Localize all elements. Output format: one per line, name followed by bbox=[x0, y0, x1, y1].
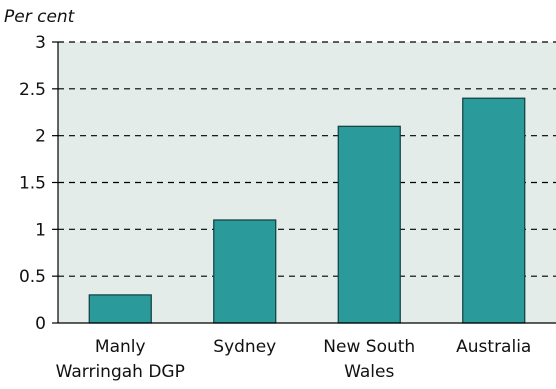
bar bbox=[88, 294, 152, 324]
y-tick-label: 0.5 bbox=[19, 267, 46, 287]
y-tick-label: 2.5 bbox=[19, 80, 46, 100]
bar bbox=[213, 219, 277, 324]
bars bbox=[88, 97, 526, 324]
x-tick-label: Manly bbox=[95, 337, 146, 357]
y-tick-label: 0 bbox=[35, 314, 46, 334]
bar bbox=[337, 125, 401, 324]
x-tick-label: Australia bbox=[456, 337, 531, 357]
x-axis-labels: Manly Warringah DGP Sydney New South Wales Au… bbox=[56, 337, 532, 382]
x-tick-label: Warringah DGP bbox=[56, 362, 185, 382]
gridlines bbox=[58, 41, 556, 277]
y-tick-label: 1 bbox=[35, 220, 46, 240]
bar bbox=[462, 97, 526, 324]
y-axis-ticks: 0 0.5 1 1.5 2 2.5 3 bbox=[19, 33, 58, 334]
y-axis-unit-label: Per cent bbox=[4, 7, 76, 27]
x-tick-label: Sydney bbox=[213, 337, 276, 357]
y-tick-label: 1.5 bbox=[19, 174, 46, 194]
y-tick-label: 2 bbox=[35, 127, 46, 147]
x-tick-label: New South bbox=[323, 337, 415, 357]
x-tick-label: Wales bbox=[344, 362, 394, 382]
y-tick-label: 3 bbox=[35, 33, 46, 53]
